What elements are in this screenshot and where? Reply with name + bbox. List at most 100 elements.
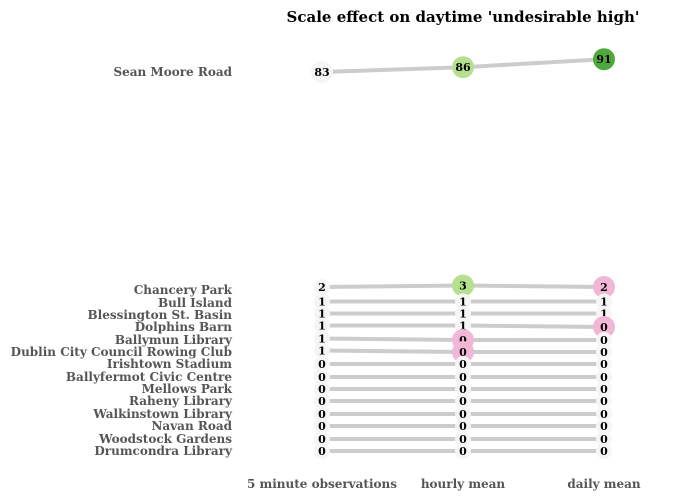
point-sean-moore-road-0 xyxy=(311,61,333,83)
station-label-walkinstown-library: Walkinstown Library xyxy=(92,407,233,421)
data-label-walkinstown-library-1: 0 xyxy=(459,408,467,421)
point-dublin-city-council-rowing-club-2 xyxy=(596,344,612,360)
data-label-walkinstown-library-0: 0 xyxy=(318,408,326,421)
data-label-raheny-library-0: 0 xyxy=(318,395,326,408)
point-drumcondra-library-2 xyxy=(596,443,612,459)
station-label-woodstock-gardens: Woodstock Gardens xyxy=(98,432,232,446)
point-ballyfermot-civic-centre-2 xyxy=(596,369,612,385)
station-label-irishtown-stadium: Irishtown Stadium xyxy=(107,357,232,371)
data-label-navan-road-2: 0 xyxy=(600,420,608,433)
point-navan-road-1 xyxy=(455,418,471,434)
data-label-ballymun-library-0: 1 xyxy=(318,333,326,346)
point-raheny-library-0 xyxy=(314,393,330,409)
data-label-ballyfermot-civic-centre-1: 0 xyxy=(459,371,467,384)
point-woodstock-gardens-1 xyxy=(455,431,471,447)
station-label-raheny-library: Raheny Library xyxy=(129,394,233,408)
point-walkinstown-library-1 xyxy=(455,406,471,422)
point-ballyfermot-civic-centre-1 xyxy=(455,369,471,385)
point-dublin-city-council-rowing-club-1 xyxy=(452,341,474,363)
data-label-woodstock-gardens-2: 0 xyxy=(600,433,608,446)
data-label-woodstock-gardens-0: 0 xyxy=(318,433,326,446)
point-raheny-library-1 xyxy=(455,393,471,409)
point-raheny-library-2 xyxy=(596,393,612,409)
data-label-raheny-library-1: 0 xyxy=(459,395,467,408)
data-label-dublin-city-council-rowing-club-1: 0 xyxy=(459,346,467,359)
data-label-blessington-st-basin-2: 1 xyxy=(600,308,608,321)
point-irishtown-stadium-2 xyxy=(596,356,612,372)
point-dolphins-barn-0 xyxy=(314,317,330,334)
data-label-walkinstown-library-2: 0 xyxy=(600,408,608,421)
point-mellows-park-0 xyxy=(314,381,330,397)
data-label-bull-island-1: 1 xyxy=(459,296,467,309)
point-navan-road-2 xyxy=(596,418,612,434)
data-label-mellows-park-0: 0 xyxy=(318,383,326,396)
point-mellows-park-2 xyxy=(596,381,612,397)
point-bull-island-1 xyxy=(455,293,471,310)
point-navan-road-0 xyxy=(314,418,330,434)
station-label-drumcondra-library: Drumcondra Library xyxy=(94,444,233,458)
station-label-chancery-park: Chancery Park xyxy=(134,283,233,297)
data-label-dublin-city-council-rowing-club-2: 0 xyxy=(600,346,608,359)
data-label-ballymun-library-1: 0 xyxy=(459,334,467,347)
data-label-dolphins-barn-1: 1 xyxy=(459,320,467,333)
station-label-bull-island: Bull Island xyxy=(158,296,233,310)
data-label-irishtown-stadium-2: 0 xyxy=(600,358,608,371)
point-drumcondra-library-0 xyxy=(314,443,330,459)
point-walkinstown-library-0 xyxy=(314,406,330,422)
x-axis-ticks: 5 minute observations hourly mean daily me… xyxy=(247,477,641,491)
data-label-bull-island-2: 1 xyxy=(600,296,608,309)
data-label-navan-road-0: 0 xyxy=(318,420,326,433)
point-blessington-st-basin-0 xyxy=(314,305,330,322)
point-irishtown-stadium-1 xyxy=(455,356,471,372)
station-label-blessington-st-basin: Blessington St. Basin xyxy=(88,308,233,322)
data-label-drumcondra-library-0: 0 xyxy=(318,445,326,458)
data-label-ballyfermot-civic-centre-2: 0 xyxy=(600,371,608,384)
point-dolphins-barn-2 xyxy=(593,316,615,338)
station-label-dolphins-barn: Dolphins Barn xyxy=(135,320,233,334)
x-tick-label-0: 5 minute observations xyxy=(247,477,397,491)
point-chancery-park-0 xyxy=(314,279,330,295)
station-label-ballyfermot-civic-centre: Ballyfermot Civic Centre xyxy=(66,370,232,384)
data-label-blessington-st-basin-0: 1 xyxy=(318,308,326,321)
point-sean-moore-road-2 xyxy=(593,48,615,71)
point-ballymun-library-0 xyxy=(314,330,330,347)
data-label-drumcondra-library-2: 0 xyxy=(600,445,608,458)
chart-title: Scale effect on daytime 'undesirable hig… xyxy=(287,8,640,26)
data-label-dolphins-barn-2: 0 xyxy=(600,321,608,334)
data-label-bull-island-0: 1 xyxy=(318,296,326,309)
data-label-ballyfermot-civic-centre-0: 0 xyxy=(318,371,326,384)
data-label-woodstock-gardens-1: 0 xyxy=(459,433,467,446)
data-label-blessington-st-basin-1: 1 xyxy=(459,308,467,321)
x-tick-label-1: hourly mean xyxy=(421,477,506,491)
point-dublin-city-council-rowing-club-0 xyxy=(314,342,330,359)
station-label-mellows-park: Mellows Park xyxy=(142,382,233,396)
data-label-mellows-park-2: 0 xyxy=(600,383,608,396)
point-woodstock-gardens-2 xyxy=(596,431,612,447)
point-drumcondra-library-1 xyxy=(455,443,471,459)
point-irishtown-stadium-0 xyxy=(314,356,330,372)
station-label-ballymun-library: Ballymun Library xyxy=(115,333,233,347)
data-label-ballymun-library-2: 0 xyxy=(600,334,608,347)
data-label-chancery-park-2: 2 xyxy=(600,281,608,294)
point-chancery-park-1 xyxy=(452,274,474,297)
data-label-chancery-park-0: 2 xyxy=(318,281,326,294)
data-label-dolphins-barn-0: 1 xyxy=(318,320,326,333)
data-label-raheny-library-2: 0 xyxy=(600,395,608,408)
point-bull-island-2 xyxy=(596,293,612,310)
station-label-sean-moore-road: Sean Moore Road xyxy=(113,65,232,79)
station-label-dublin-city-council-rowing-club: Dublin City Council Rowing Club xyxy=(11,345,232,359)
x-tick-label-2: daily mean xyxy=(567,477,641,491)
point-chancery-park-2 xyxy=(593,276,615,298)
data-label-drumcondra-library-1: 0 xyxy=(459,445,467,458)
data-label-dublin-city-council-rowing-club-0: 1 xyxy=(318,345,326,358)
data-label-sean-moore-road-0: 83 xyxy=(314,66,329,79)
point-ballyfermot-civic-centre-0 xyxy=(314,369,330,385)
data-label-mellows-park-1: 0 xyxy=(459,383,467,396)
data-label-navan-road-1: 0 xyxy=(459,420,467,433)
data-label-sean-moore-road-2: 91 xyxy=(596,53,611,66)
point-woodstock-gardens-0 xyxy=(314,431,330,447)
point-walkinstown-library-2 xyxy=(596,406,612,422)
